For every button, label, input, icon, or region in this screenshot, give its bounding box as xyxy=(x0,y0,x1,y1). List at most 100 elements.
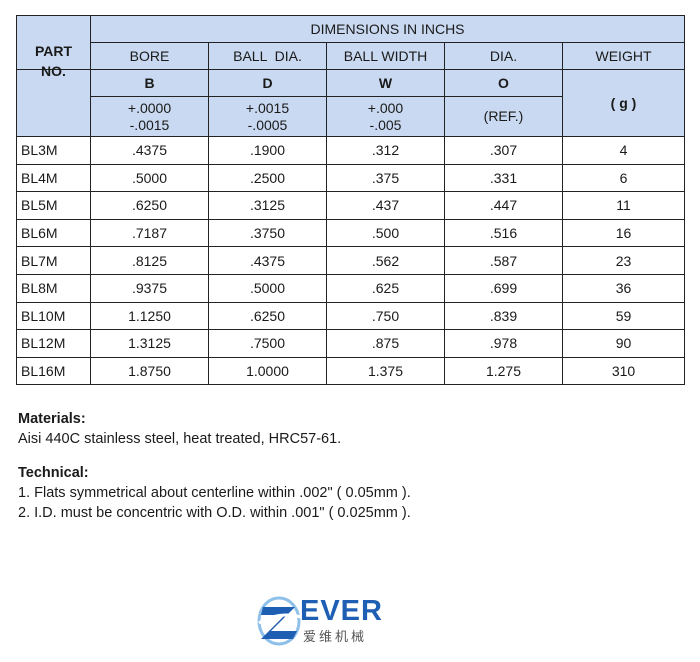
value-cell: .9375 xyxy=(90,273,209,303)
value-cell: .447 xyxy=(444,191,563,220)
value-cell: 1.275 xyxy=(444,356,563,386)
technical-block: Technical: 1. Flats symmetrical about ce… xyxy=(18,463,411,523)
ball-dia-tol-top: +.0015 xyxy=(245,99,290,116)
table-row: BL7M .8125.4375.562.587 23 xyxy=(16,246,686,275)
logo-chinese-text: 爱维机械 xyxy=(303,630,368,645)
col-ball-width-letter: W xyxy=(326,69,445,97)
value-cell: 310 xyxy=(561,356,686,386)
materials-text: Aisi 440C stainless steel, heat treated,… xyxy=(18,431,342,447)
part-no-header-blank xyxy=(16,69,91,137)
value-cell: 1.1250 xyxy=(90,301,209,331)
value-cell: 16 xyxy=(561,218,686,248)
ever-logo: EVER 爱维机械 xyxy=(257,593,407,647)
table-row: BL12M 1.3125.7500.875.978 90 xyxy=(16,329,686,358)
value-cell: .331 xyxy=(444,163,563,193)
value-cell: .6250 xyxy=(90,191,209,220)
table-body: BL3M .4375.1900.312.307 4 BL4M .5000.2500.37… xyxy=(16,136,686,386)
technical-item-1: 1. Flats symmetrical about centerline wi… xyxy=(18,485,411,501)
part-number-cell: BL4M xyxy=(16,163,91,193)
value-cell: .875 xyxy=(326,329,445,358)
col-dia-ref: (REF.) xyxy=(444,96,563,137)
ball-dia-tol-bottom: -.0005 xyxy=(247,116,288,133)
value-cell: 1.3125 xyxy=(90,329,209,358)
value-cell: 59 xyxy=(561,301,686,331)
value-cell: .978 xyxy=(444,329,563,358)
col-ball-width-tolerance: +.000 -.005 xyxy=(326,96,445,137)
part-no-header: PART NO. xyxy=(16,15,91,79)
col-weight-unit: ( g ) xyxy=(561,69,686,137)
notes-section: Materials: Aisi 440C stainless steel, he… xyxy=(18,409,411,537)
technical-item-2: 2. I.D. must be concentric with O.D. wit… xyxy=(18,505,411,521)
value-cell: .587 xyxy=(444,246,563,275)
part-number-cell: BL5M xyxy=(16,191,91,220)
value-cell: 11 xyxy=(561,191,686,220)
table-row: BL6M .7187.3750.500.516 16 xyxy=(16,218,686,248)
value-cell: .500 xyxy=(326,218,445,248)
value-cell: .5000 xyxy=(208,273,327,303)
value-cell: .839 xyxy=(444,301,563,331)
value-cell: .562 xyxy=(326,246,445,275)
value-cell: 1.0000 xyxy=(208,356,327,386)
value-cell: .5000 xyxy=(90,163,209,193)
dimensions-group-title: DIMENSIONS IN INCHS xyxy=(89,15,686,43)
part-no-line1: PART xyxy=(34,42,73,59)
value-cell: .8125 xyxy=(90,246,209,275)
value-cell: 4 xyxy=(561,136,686,165)
value-cell: .625 xyxy=(326,273,445,303)
value-cell: .312 xyxy=(326,136,445,165)
bore-tol-bottom: -.0015 xyxy=(129,116,170,133)
value-cell: .516 xyxy=(444,218,563,248)
value-cell: .4375 xyxy=(208,246,327,275)
value-cell: 36 xyxy=(561,273,686,303)
table-row: BL4M .5000.2500.375.331 6 xyxy=(16,163,686,193)
table-row: BL3M .4375.1900.312.307 4 xyxy=(16,136,686,165)
value-cell: 6 xyxy=(561,163,686,193)
table-row: BL5M .6250.3125.437.447 11 xyxy=(16,191,686,220)
part-number-cell: BL3M xyxy=(16,136,91,165)
value-cell: .437 xyxy=(326,191,445,220)
ball-width-tol-bottom: -.005 xyxy=(369,116,402,133)
col-bore-tolerance: +.0000 -.0015 xyxy=(90,96,209,137)
table-row: BL8M .9375.5000.625.699 36 xyxy=(16,273,686,303)
value-cell: .2500 xyxy=(208,163,327,193)
part-number-cell: BL16M xyxy=(16,356,91,386)
value-cell: .1900 xyxy=(208,136,327,165)
value-cell: .6250 xyxy=(208,301,327,331)
value-cell: .4375 xyxy=(90,136,209,165)
col-ball-dia-letter: D xyxy=(208,69,327,97)
value-cell: .3750 xyxy=(208,218,327,248)
value-cell: 1.375 xyxy=(326,356,445,386)
col-dia-name: DIA. xyxy=(444,42,563,70)
part-no-line2: NO. xyxy=(41,62,66,79)
col-ball-width-name: BALL WIDTH xyxy=(326,42,445,70)
col-ball-dia-tolerance: +.0015 -.0005 xyxy=(208,96,327,137)
value-cell: 90 xyxy=(561,329,686,358)
value-cell: 23 xyxy=(561,246,686,275)
table-row: BL16M 1.8750 1.0000 1.375 1.275 310 xyxy=(16,356,686,386)
value-cell: .7187 xyxy=(90,218,209,248)
value-cell: 1.8750 xyxy=(90,356,209,386)
value-cell: .7500 xyxy=(208,329,327,358)
value-cell: .699 xyxy=(444,273,563,303)
part-number-cell: BL12M xyxy=(16,329,91,358)
value-cell: .3125 xyxy=(208,191,327,220)
dimensions-table: PART NO. DIMENSIONS IN INCHS BORE BALL D… xyxy=(16,15,686,386)
table-row: BL10M 1.1250.6250.750.839 59 xyxy=(16,301,686,331)
z-swoosh-icon xyxy=(257,596,302,646)
col-weight-name: WEIGHT xyxy=(561,42,686,70)
value-cell: .307 xyxy=(444,136,563,165)
col-bore-letter: B xyxy=(90,69,209,97)
logo-brand-text: EVER xyxy=(300,595,383,627)
bore-tol-top: +.0000 xyxy=(127,99,172,116)
part-number-cell: BL7M xyxy=(16,246,91,275)
col-ball-dia-name: BALL DIA. xyxy=(208,42,327,70)
value-cell: .375 xyxy=(326,163,445,193)
ball-width-tol-top: +.000 xyxy=(367,99,404,116)
technical-heading: Technical: xyxy=(18,465,89,481)
materials-block: Materials: Aisi 440C stainless steel, he… xyxy=(18,409,411,449)
materials-heading: Materials: xyxy=(18,411,86,427)
part-number-cell: BL6M xyxy=(16,218,91,248)
col-dia-letter: O xyxy=(444,69,563,97)
col-bore-name: BORE xyxy=(90,42,209,70)
value-cell: .750 xyxy=(326,301,445,331)
